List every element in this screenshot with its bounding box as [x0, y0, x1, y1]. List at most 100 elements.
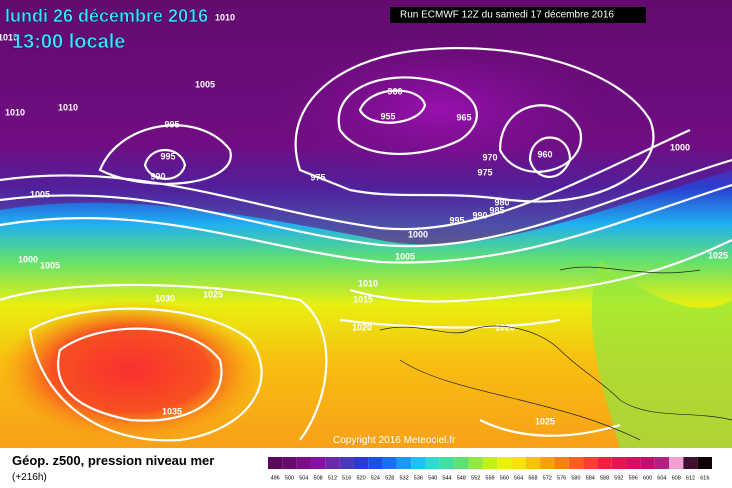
colorbar-swatch: [353, 457, 369, 469]
colorbar-label: 580: [571, 475, 580, 481]
lead-time: (+216h): [12, 472, 47, 483]
isobar-label: 985: [489, 205, 504, 215]
colorbar-swatch: [325, 457, 340, 469]
isobar-label: 990: [472, 210, 487, 220]
isobar-label: 1020: [495, 322, 515, 332]
colorbar-swatch: [296, 457, 311, 469]
colorbar-label: 548: [457, 475, 466, 481]
colorbar-swatch: [425, 457, 440, 469]
colorbar-label: 540: [428, 475, 437, 481]
colorbar-swatch: [611, 457, 627, 469]
colorbar-label: 584: [586, 475, 595, 481]
colorbar-swatch: [511, 457, 526, 469]
colorbar-label: 500: [285, 475, 294, 481]
colorbar-label: 536: [414, 475, 423, 481]
colorbar-swatch: [669, 457, 684, 469]
isobar-label: 955: [380, 111, 395, 121]
colorbar-swatch: [654, 457, 670, 469]
isobars: [0, 46, 732, 442]
isobar-label: 1005: [395, 251, 415, 261]
isobar-label: 995: [160, 151, 175, 161]
isobar-label: 965: [456, 112, 471, 122]
isobar-label: 1005: [30, 189, 50, 199]
colorbar-label: 516: [342, 475, 351, 481]
colorbar-label: 528: [385, 475, 394, 481]
map-time: 13:00 locale: [12, 31, 125, 53]
colorbar-swatch: [554, 457, 569, 469]
colorbar-swatch: [282, 457, 297, 469]
colorbar-swatch: [310, 457, 326, 469]
isobar-label: 970: [482, 152, 497, 162]
run-box: [390, 7, 646, 23]
colorbar-label: 592: [614, 475, 623, 481]
colorbar-label: 608: [672, 475, 681, 481]
isobar-label: 980: [494, 197, 509, 207]
colorbar-label: 568: [528, 475, 537, 481]
colorbar-label: 556: [485, 475, 494, 481]
green-zone: [591, 260, 732, 448]
colorbar-label: 532: [399, 475, 408, 481]
isobar-label: 1020: [352, 322, 372, 332]
map-date: lundi 26 décembre 2016: [5, 6, 208, 26]
isobar-label: 995: [449, 215, 464, 225]
colorbar-swatch: [339, 457, 354, 469]
colorbar-label: 600: [643, 475, 652, 481]
colorbar-swatch: [697, 457, 712, 469]
isobar-label: 975: [310, 172, 325, 182]
isobar-label: 1010: [0, 32, 18, 42]
colorbar-label: 520: [357, 475, 366, 481]
isobar-label: 960: [537, 149, 552, 159]
colorbar-swatch: [382, 457, 397, 469]
colorbar-swatch: [411, 457, 426, 469]
colorbar-swatch: [568, 457, 584, 469]
colorbar-label: 544: [442, 475, 451, 481]
isobar-label: 1010: [5, 107, 25, 117]
colorbar-swatch: [597, 457, 612, 469]
colorbar-label: 508: [314, 475, 323, 481]
colorbar-label: 504: [299, 475, 308, 481]
isobar-label: 1025: [203, 289, 223, 299]
isobar-label: 975: [477, 167, 492, 177]
colorbar-label: 564: [514, 475, 523, 481]
isobar-label: 1015: [353, 294, 373, 304]
colorbar-swatch: [482, 457, 498, 469]
colorbar-swatch: [540, 457, 555, 469]
isobar-label: 960: [387, 86, 402, 96]
colorbar-swatch: [640, 457, 655, 469]
colorbar-label: 524: [371, 475, 380, 481]
colorbar-label: 616: [700, 475, 709, 481]
isobar-label: 1035: [162, 406, 182, 416]
colorbar-label: 512: [328, 475, 337, 481]
colorbar-swatch: [439, 457, 455, 469]
isobar-label: 1005: [40, 260, 60, 270]
colorbar-swatch: [368, 457, 383, 469]
colorbar-label: 596: [629, 475, 638, 481]
isobar-label: 1000: [18, 254, 38, 264]
colorbar-label: 496: [271, 475, 280, 481]
colorbar-label: 588: [600, 475, 609, 481]
isobar-label: 1025: [535, 416, 555, 426]
isobar-label: 1010: [215, 12, 235, 22]
isobar-label: 1025: [708, 250, 728, 260]
isobar-label: 1010: [58, 102, 78, 112]
colorbar-swatch: [583, 457, 598, 469]
colorbar-swatch: [525, 457, 541, 469]
colorbar-swatch: [683, 457, 698, 469]
isobar-label: 1030: [155, 293, 175, 303]
low-core: [280, 40, 600, 180]
isobar-label: 995: [164, 119, 179, 129]
colorbar-label: 612: [686, 475, 695, 481]
colorbar-label: 560: [500, 475, 509, 481]
high-core: [0, 300, 260, 440]
field-title: Géop. z500, pression niveau mer: [12, 453, 214, 468]
coastlines: [379, 266, 732, 441]
colorbar-swatch: [468, 457, 483, 469]
isobar-label: 1010: [358, 278, 378, 288]
isobar-label: 1000: [670, 142, 690, 152]
copyright: Copyright 2016 Meteociel.fr: [333, 435, 456, 446]
colorbar-swatch: [626, 457, 641, 469]
colorbar-swatch: [396, 457, 412, 469]
colorbar-swatch: [268, 457, 283, 469]
colorbar-label: 604: [657, 475, 666, 481]
